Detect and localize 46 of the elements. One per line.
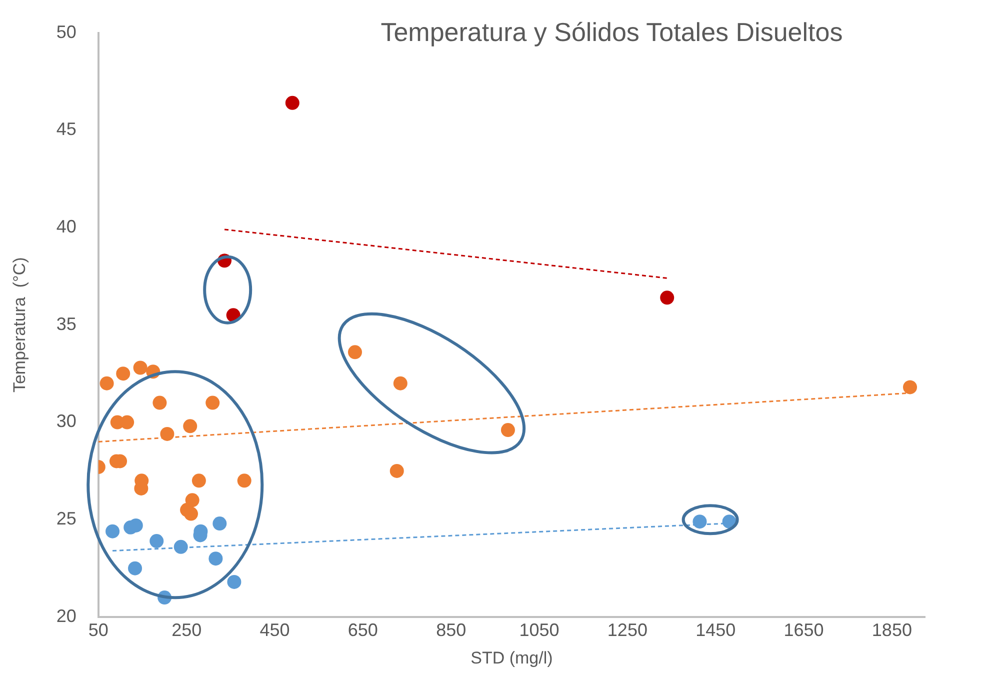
point [227, 574, 242, 589]
x-tick-label: 250 [172, 620, 202, 640]
point [133, 360, 148, 375]
x-tick-label: 1250 [607, 620, 648, 640]
point [106, 524, 120, 538]
x-axis-title: STD (mg/l) [470, 648, 553, 668]
point [500, 423, 515, 438]
y-axis-title: Temperatura (°C) [10, 257, 29, 393]
x-tick-label: 50 [88, 620, 108, 640]
point [120, 415, 134, 430]
point [212, 516, 227, 531]
x-tick-label: 450 [260, 620, 290, 640]
point [348, 345, 362, 360]
y-tick-label: 50 [56, 22, 76, 42]
point [393, 376, 408, 390]
point [116, 366, 130, 381]
point [184, 506, 198, 521]
point [192, 474, 206, 488]
point [150, 534, 164, 548]
chart-title: Temperatura y Sólidos Totales Disueltos [380, 17, 843, 48]
point [208, 552, 223, 566]
x-tick-label: 1450 [696, 620, 736, 640]
point [206, 396, 220, 410]
point [390, 464, 404, 478]
point [160, 426, 174, 441]
y-tick-label: 30 [56, 411, 76, 432]
point [174, 540, 188, 554]
point [183, 419, 198, 434]
point [692, 514, 707, 529]
y-tick-label: 45 [56, 119, 76, 140]
point [128, 561, 142, 576]
y-tick-label: 35 [56, 314, 76, 334]
point [237, 474, 252, 488]
point [285, 96, 300, 110]
y-tick-label: 40 [56, 216, 76, 236]
x-tick-label: 1050 [519, 620, 560, 640]
x-tick-label: 850 [436, 620, 466, 640]
point [903, 380, 918, 394]
x-tick-label: 650 [348, 620, 378, 640]
y-tick-label: 20 [56, 606, 76, 626]
point [660, 290, 674, 305]
x-tick-label: 1850 [872, 620, 912, 640]
x-tick-label: 1650 [784, 620, 824, 640]
point [100, 376, 114, 390]
point [152, 396, 167, 410]
y-tick-label: 25 [56, 508, 76, 529]
